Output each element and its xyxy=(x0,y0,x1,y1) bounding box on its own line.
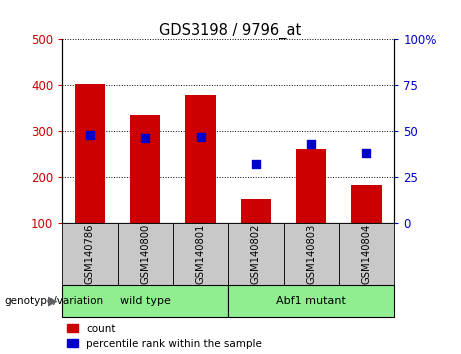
Bar xyxy=(62,223,118,285)
Text: GSM140803: GSM140803 xyxy=(306,224,316,284)
Bar xyxy=(284,223,339,285)
Bar xyxy=(185,95,216,223)
Bar xyxy=(241,199,271,223)
Point xyxy=(363,150,370,156)
Bar xyxy=(173,223,228,285)
Point xyxy=(142,136,149,141)
Bar xyxy=(228,285,394,317)
Point xyxy=(252,161,260,167)
Bar xyxy=(75,84,105,223)
Text: Abf1 mutant: Abf1 mutant xyxy=(276,296,346,306)
Text: GDS3198 / 9796_at: GDS3198 / 9796_at xyxy=(160,23,301,39)
Bar xyxy=(130,115,160,223)
Bar xyxy=(339,223,394,285)
Legend: count, percentile rank within the sample: count, percentile rank within the sample xyxy=(67,324,262,349)
Bar xyxy=(296,149,326,223)
Point xyxy=(197,134,204,139)
Text: GSM140802: GSM140802 xyxy=(251,224,261,284)
Text: genotype/variation: genotype/variation xyxy=(5,296,104,306)
Text: ▶: ▶ xyxy=(48,295,58,307)
Bar xyxy=(351,185,382,223)
Bar xyxy=(62,285,228,317)
Point xyxy=(86,132,94,137)
Point xyxy=(307,141,315,147)
Text: GSM140786: GSM140786 xyxy=(85,224,95,284)
Text: GSM140804: GSM140804 xyxy=(361,224,372,284)
Bar xyxy=(228,223,284,285)
Text: wild type: wild type xyxy=(120,296,171,306)
Bar xyxy=(118,223,173,285)
Text: GSM140800: GSM140800 xyxy=(140,224,150,284)
Text: GSM140801: GSM140801 xyxy=(195,224,206,284)
